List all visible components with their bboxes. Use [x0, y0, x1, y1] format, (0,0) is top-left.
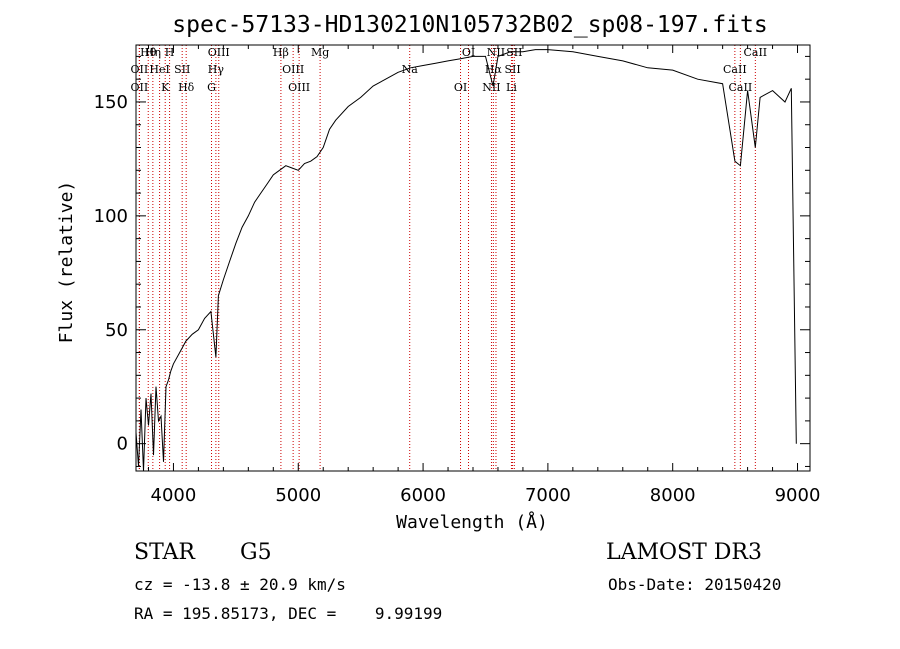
line-label: HeI: [149, 63, 169, 76]
ra-dec: RA = 195.85173, DEC = 9.99199: [134, 604, 443, 623]
line-label: OII: [131, 63, 149, 76]
object-type: STAR: [134, 540, 195, 565]
survey-name: LAMOST DR3: [606, 540, 762, 565]
line-label: CaII: [729, 81, 753, 94]
line-label: SII: [504, 63, 520, 76]
observation-date: Obs-Date: 20150420: [608, 575, 782, 594]
line-label: Mg: [311, 46, 329, 59]
x-tick-label: 5000: [275, 485, 321, 506]
chart-title: spec-57133-HD130210N105732B02_sp08-197.f…: [172, 12, 767, 38]
spectral-class: G5: [240, 540, 272, 565]
line-label: Hβ: [273, 46, 289, 59]
line-label: K: [161, 81, 170, 94]
x-tick-label: 6000: [400, 485, 446, 506]
spectrum-series: [135, 49, 797, 472]
y-tick-label: 0: [117, 434, 128, 455]
line-label: Hθ: [140, 46, 157, 59]
y-tick-label: 150: [94, 92, 128, 113]
line-label: OIII: [208, 46, 230, 59]
line-label: Hγ: [208, 63, 225, 76]
x-axis-label: Wavelength (Å): [396, 511, 548, 533]
line-label: H: [165, 46, 175, 59]
line-label: SII: [506, 46, 522, 59]
x-tick-label: 4000: [151, 485, 197, 506]
line-label: CaII: [723, 63, 747, 76]
x-tick-label: 7000: [525, 485, 571, 506]
line-label: Na: [402, 63, 419, 76]
redshift-cz: cz = -13.8 ± 20.9 km/s: [134, 575, 346, 594]
line-label: OIII: [282, 63, 304, 76]
line-label: Hη: [145, 46, 161, 59]
plot-frame: [135, 44, 811, 472]
line-label: OII: [131, 81, 149, 94]
emission-line-markers: [138, 45, 756, 471]
line-label: G: [207, 81, 216, 94]
line-label: Hδ: [178, 81, 195, 94]
x-tick-label: 9000: [775, 485, 821, 506]
x-axis-ticks: 4000 5000 6000 7000 8000 9000: [147, 45, 821, 506]
y-tick-label: 50: [105, 320, 128, 341]
line-label: SII: [174, 63, 190, 76]
line-label: CaII: [743, 46, 767, 59]
line-label: NII: [487, 46, 505, 59]
x-tick-label: 8000: [650, 485, 696, 506]
y-axis-ticks: 0 50 100 150: [94, 55, 810, 467]
line-label: OI: [454, 81, 467, 94]
y-tick-label: 100: [94, 206, 128, 227]
line-label: OI: [462, 46, 475, 59]
line-label: Li: [506, 81, 517, 94]
y-axis-label: Flux (relative): [56, 181, 77, 344]
line-label: NII: [482, 81, 500, 94]
line-label: OIII: [288, 81, 310, 94]
